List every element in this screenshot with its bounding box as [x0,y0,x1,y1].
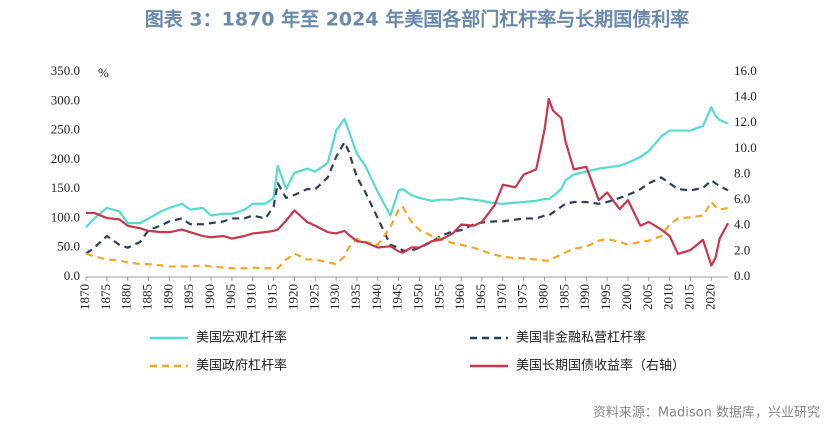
x-tick-label: 2015 [681,284,696,310]
y-tick-label: 50.0 [57,239,80,254]
y-tick-label: 350.0 [51,63,80,78]
x-tick-label: 1920 [285,284,300,310]
y2-tick-label: 6.0 [734,191,750,206]
y-tick-label: 100.0 [51,209,80,224]
y-unit: % [98,65,109,80]
y2-tick-label: 16.0 [734,63,757,78]
legend-label: 美国非金融私营杠杆率 [516,330,646,346]
y2-tick-label: 2.0 [734,242,750,257]
x-tick-label: 1870 [77,284,92,310]
y-tick-label: 200.0 [51,151,80,166]
x-tick-label: 1995 [598,284,613,310]
x-tick-label: 1970 [494,284,509,310]
x-tick-label: 1910 [244,284,259,310]
x-tick-label: 1980 [536,284,551,310]
legend-label: 美国长期国债收益率（右轴） [516,358,685,374]
x-tick-label: 1930 [327,284,342,310]
y-tick-label: 0.0 [64,268,80,283]
x-tick-label: 1885 [140,284,155,310]
x-tick-label: 1950 [410,284,425,310]
source: 资料来源：Madison 数据库，兴业研究 [593,405,820,421]
x-tick-label: 2010 [661,284,676,310]
legend-label: 美国宏观杠杆率 [196,330,287,346]
x-tick-label: 1945 [390,284,405,310]
x-tick-label: 1965 [473,284,488,310]
y-tick-label: 150.0 [51,180,80,195]
x-tick-label: 1895 [181,284,196,310]
x-tick-label: 1875 [98,284,113,310]
x-tick-label: 1890 [160,284,175,310]
x-tick-label: 1880 [119,284,134,310]
y2-tick-label: 14.0 [734,89,757,104]
x-tick-label: 1905 [223,284,238,310]
y2-tick-label: 12.0 [734,114,757,129]
x-tick-label: 1960 [452,284,467,310]
x-tick-label: 1940 [369,284,384,310]
x-tick-label: 1975 [515,284,530,310]
y2-tick-label: 4.0 [734,217,750,232]
series-line [85,106,729,228]
y2-tick-label: 10.0 [734,140,757,155]
x-tick-label: 1935 [348,284,363,310]
x-tick-label: 1925 [306,284,321,310]
x-tick-label: 1955 [431,284,446,310]
series-line [85,141,729,255]
x-tick-label: 2000 [619,284,634,310]
x-tick-label: 1900 [202,284,217,310]
y-tick-label: 250.0 [51,122,80,137]
x-tick-label: 2020 [702,284,717,310]
x-tick-label: 2005 [640,284,655,310]
x-tick-label: 1915 [265,284,280,310]
series-line [86,97,729,267]
y-tick-label: 300.0 [51,92,80,107]
chart-title: 图表 3：1870 年至 2024 年美国各部门杠杆率与长期国债利率 [145,8,689,31]
x-tick-label: 1990 [577,284,592,310]
series-line [85,200,729,270]
y2-tick-label: 0.0 [734,268,750,283]
y2-tick-label: 8.0 [734,165,750,180]
legend-label: 美国政府杠杆率 [196,358,287,374]
x-tick-label: 1985 [556,284,571,310]
